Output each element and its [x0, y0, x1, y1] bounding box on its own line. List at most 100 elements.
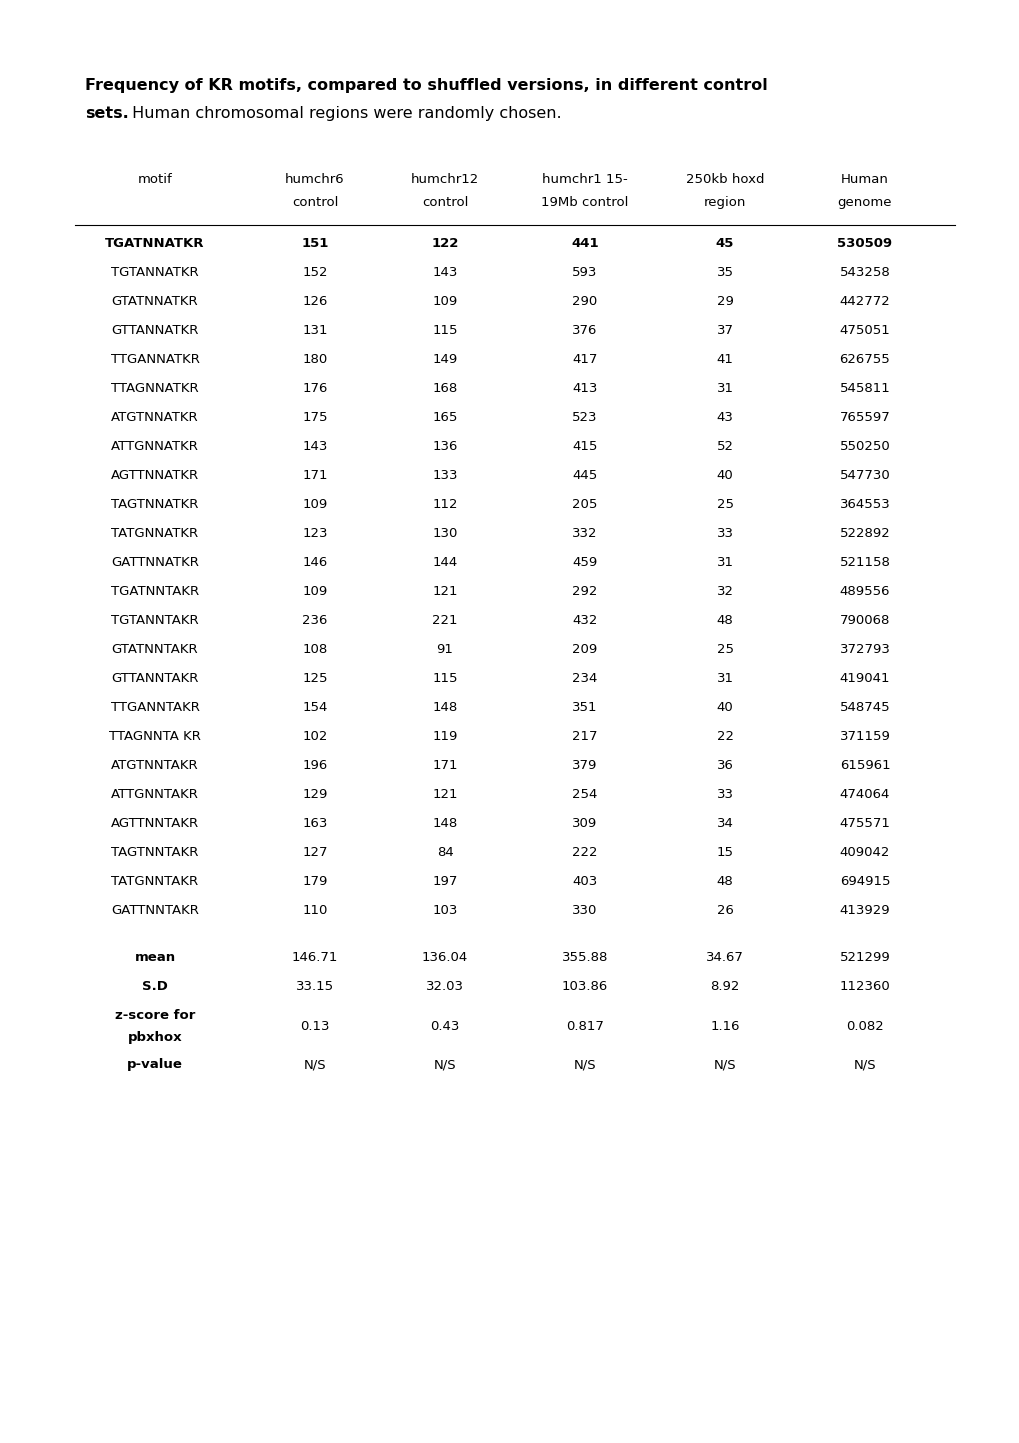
Text: 121: 121 — [432, 788, 458, 801]
Text: 151: 151 — [301, 237, 328, 250]
Text: GTATNNTAKR: GTATNNTAKR — [111, 644, 198, 657]
Text: AGTTNNATKR: AGTTNNATKR — [111, 469, 199, 482]
Text: 112: 112 — [432, 498, 458, 511]
Text: genome: genome — [837, 196, 892, 209]
Text: 475051: 475051 — [839, 325, 890, 338]
Text: 417: 417 — [572, 354, 597, 367]
Text: 445: 445 — [572, 469, 597, 482]
Text: 217: 217 — [572, 730, 597, 743]
Text: 146: 146 — [302, 556, 327, 569]
Text: 403: 403 — [572, 874, 597, 887]
Text: 364553: 364553 — [839, 498, 890, 511]
Text: 48: 48 — [716, 615, 733, 628]
Text: 615961: 615961 — [839, 759, 890, 772]
Text: 109: 109 — [302, 498, 327, 511]
Text: 1.16: 1.16 — [709, 1020, 739, 1033]
Text: 290: 290 — [572, 294, 597, 307]
Text: 0.43: 0.43 — [430, 1020, 460, 1033]
Text: 790068: 790068 — [839, 615, 890, 628]
Text: 548745: 548745 — [839, 701, 890, 714]
Text: 523: 523 — [572, 411, 597, 424]
Text: 371159: 371159 — [839, 730, 890, 743]
Text: 694915: 694915 — [839, 874, 890, 887]
Text: 222: 222 — [572, 846, 597, 859]
Text: 530509: 530509 — [837, 237, 892, 250]
Text: 521158: 521158 — [839, 556, 890, 569]
Text: 143: 143 — [432, 266, 458, 278]
Text: 413929: 413929 — [839, 903, 890, 916]
Text: GTTANNATKR: GTTANNATKR — [111, 325, 199, 338]
Text: 102: 102 — [302, 730, 327, 743]
Text: AGTTNNTAKR: AGTTNNTAKR — [111, 817, 199, 830]
Text: pbxhox: pbxhox — [127, 1030, 182, 1043]
Text: 33.15: 33.15 — [296, 980, 334, 993]
Text: 33: 33 — [715, 788, 733, 801]
Text: 332: 332 — [572, 527, 597, 540]
Text: 112360: 112360 — [839, 980, 890, 993]
Text: 547730: 547730 — [839, 469, 890, 482]
Text: 25: 25 — [715, 498, 733, 511]
Text: ATTGNNTAKR: ATTGNNTAKR — [111, 788, 199, 801]
Text: 379: 379 — [572, 759, 597, 772]
Text: 254: 254 — [572, 788, 597, 801]
Text: 84: 84 — [436, 846, 452, 859]
Text: 626755: 626755 — [839, 354, 890, 367]
Text: 459: 459 — [572, 556, 597, 569]
Text: region: region — [703, 196, 746, 209]
Text: 125: 125 — [302, 672, 327, 685]
Text: 109: 109 — [302, 584, 327, 597]
Text: 489556: 489556 — [839, 584, 890, 597]
Text: motif: motif — [138, 173, 172, 186]
Text: 550250: 550250 — [839, 440, 890, 453]
Text: 250kb hoxd: 250kb hoxd — [685, 173, 763, 186]
Text: 119: 119 — [432, 730, 458, 743]
Text: 109: 109 — [432, 294, 458, 307]
Text: TGATNNATKR: TGATNNATKR — [105, 237, 205, 250]
Text: 136.04: 136.04 — [422, 951, 468, 964]
Text: 221: 221 — [432, 615, 458, 628]
Text: Human chromosomal regions were randomly chosen.: Human chromosomal regions were randomly … — [127, 105, 561, 121]
Text: TATGNNTAKR: TATGNNTAKR — [111, 874, 199, 887]
Text: 330: 330 — [572, 903, 597, 916]
Text: 33: 33 — [715, 527, 733, 540]
Text: 31: 31 — [715, 672, 733, 685]
Text: 122: 122 — [431, 237, 459, 250]
Text: 152: 152 — [302, 266, 327, 278]
Text: 0.817: 0.817 — [566, 1020, 603, 1033]
Text: 144: 144 — [432, 556, 458, 569]
Text: 129: 129 — [302, 788, 327, 801]
Text: 103: 103 — [432, 903, 458, 916]
Text: 8.92: 8.92 — [709, 980, 739, 993]
Text: 29: 29 — [716, 294, 733, 307]
Text: 179: 179 — [302, 874, 327, 887]
Text: 196: 196 — [302, 759, 327, 772]
Text: 43: 43 — [716, 411, 733, 424]
Text: 175: 175 — [302, 411, 327, 424]
Text: z-score for: z-score for — [115, 1009, 195, 1022]
Text: TTAGNNTA KR: TTAGNNTA KR — [109, 730, 201, 743]
Text: 148: 148 — [432, 817, 458, 830]
Text: 209: 209 — [572, 644, 597, 657]
Text: 31: 31 — [715, 382, 733, 395]
Text: 25: 25 — [715, 644, 733, 657]
Text: control: control — [291, 196, 338, 209]
Text: 176: 176 — [302, 382, 327, 395]
Text: GATTNNATKR: GATTNNATKR — [111, 556, 199, 569]
Text: 180: 180 — [302, 354, 327, 367]
Text: TTGANNTAKR: TTGANNTAKR — [110, 701, 200, 714]
Text: 34: 34 — [716, 817, 733, 830]
Text: 432: 432 — [572, 615, 597, 628]
Text: 136: 136 — [432, 440, 458, 453]
Text: 521299: 521299 — [839, 951, 890, 964]
Text: GTATNNATKR: GTATNNATKR — [111, 294, 198, 307]
Text: humchr12: humchr12 — [411, 173, 479, 186]
Text: 154: 154 — [302, 701, 327, 714]
Text: 149: 149 — [432, 354, 458, 367]
Text: 37: 37 — [715, 325, 733, 338]
Text: 765597: 765597 — [839, 411, 890, 424]
Text: GTTANNTAKR: GTTANNTAKR — [111, 672, 199, 685]
Text: 45: 45 — [715, 237, 734, 250]
Text: 31: 31 — [715, 556, 733, 569]
Text: 40: 40 — [716, 701, 733, 714]
Text: 41: 41 — [716, 354, 733, 367]
